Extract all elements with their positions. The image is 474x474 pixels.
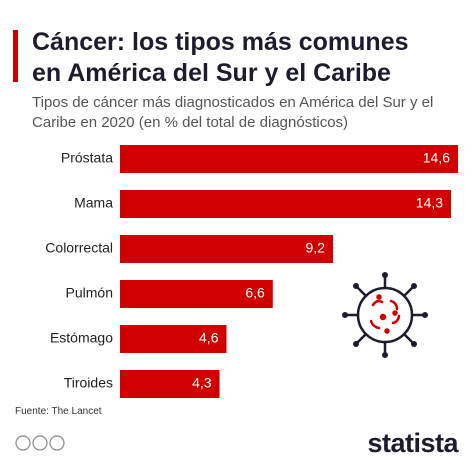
source: Fuente: The Lancet [15,406,102,417]
bar [120,235,333,263]
brand-logo: statista [367,428,458,458]
value-label: 6,6 [245,285,265,301]
value-label: 4,6 [199,330,219,346]
category-label: Estómago [50,330,113,346]
bar [120,325,227,353]
value-label: 14,3 [416,195,443,211]
chart-title: Cáncer: los tipos más comunes en América… [32,28,409,87]
accent-bar [13,30,18,82]
category-label: Pulmón [66,285,113,301]
value-label: 14,6 [423,150,450,166]
value-label: 9,2 [306,240,326,256]
bar [120,280,273,308]
bar [120,145,458,173]
category-label: Próstata [61,150,113,166]
virus-icon [342,272,428,358]
bar [120,370,220,398]
bar [120,190,452,218]
category-label: Tiroides [64,375,113,391]
category-label: Colorrectal [45,240,113,256]
chart-subtitle: Tipos de cáncer más diagnosticados en Am… [32,94,434,131]
license-icons [15,435,65,451]
value-label: 4,3 [192,375,212,391]
category-label: Mama [74,195,113,211]
